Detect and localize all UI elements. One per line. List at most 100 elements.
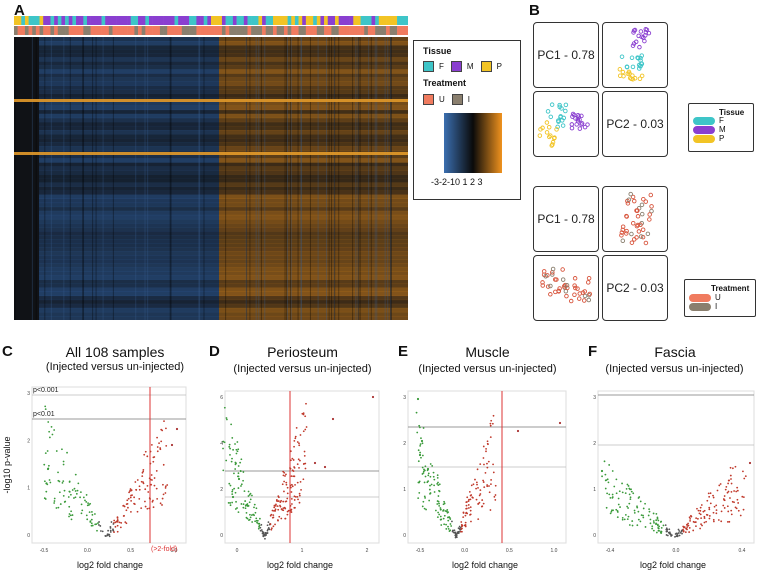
treatment-annotation-cell <box>181 26 186 35</box>
volcano-point <box>617 497 620 500</box>
heatmap-row-high <box>219 166 408 171</box>
heatmap-column-stripe <box>374 37 376 320</box>
treatment-annotation-cell <box>141 26 146 35</box>
volcano-d-title: Periosteum <box>267 344 338 360</box>
tissue-annotation-cell <box>112 16 117 25</box>
volcano-point <box>303 455 306 457</box>
volcano-point <box>416 431 419 434</box>
y-tick-label: 3 <box>593 395 596 401</box>
volcano-point <box>706 514 709 516</box>
volcano-point <box>248 501 251 504</box>
volcano-point <box>472 483 475 486</box>
volcano-point <box>144 450 147 453</box>
heatmap-row-low <box>39 303 219 309</box>
volcano-point <box>231 457 233 460</box>
volcano-point <box>147 491 150 493</box>
volcano-point <box>227 501 230 504</box>
volcano-point <box>242 479 244 482</box>
volcano-point <box>269 523 272 525</box>
pca-point <box>582 293 588 299</box>
volcano-point <box>285 483 288 486</box>
pca-point <box>620 69 626 75</box>
volcano-point <box>48 436 51 439</box>
volcano-point <box>474 478 476 481</box>
volcano-point <box>627 515 630 518</box>
volcano-point <box>629 498 632 501</box>
volcano-point <box>82 496 85 499</box>
volcano-highlight-point <box>426 467 430 471</box>
volcano-point <box>436 474 439 477</box>
treatment-annotation-cell <box>72 26 77 35</box>
tissue-annotation-cell <box>167 16 172 25</box>
volcano-point <box>636 505 638 508</box>
heatmap-row-low <box>39 263 219 268</box>
x-axis-label-f: log2 fold change <box>639 560 707 570</box>
heatmap-row-low <box>39 89 219 94</box>
volcano-point <box>604 479 607 482</box>
volcano-point <box>655 531 658 534</box>
volcano-point <box>159 447 162 449</box>
pc1-label-2: PC1 - 0.78 <box>537 212 595 226</box>
volcano-point <box>85 494 88 496</box>
volcano-point <box>417 449 420 452</box>
volcano-point <box>734 465 737 468</box>
heatmap-column-stripe <box>352 37 354 320</box>
volcano-point <box>621 518 624 521</box>
heatmap-row-low <box>39 178 219 183</box>
volcano-point <box>670 535 673 537</box>
volcano-point <box>613 485 616 488</box>
treatment-annotation-cell <box>262 26 267 35</box>
tissue-annotation-cell <box>79 16 84 25</box>
volcano-point <box>642 514 644 517</box>
volcano-point <box>636 524 639 527</box>
volcano-point <box>296 463 299 466</box>
heatmap-row-low <box>39 267 219 272</box>
volcano-point <box>66 451 68 454</box>
tissue-annotation-cell <box>61 16 66 25</box>
volcano-point <box>700 504 703 506</box>
volcano-point <box>285 473 287 476</box>
heatmap-row-high <box>219 255 408 260</box>
volcano-point <box>90 522 93 525</box>
plot-frame <box>31 386 187 544</box>
volcano-point <box>686 528 688 531</box>
pca-point <box>573 285 578 291</box>
volcano-point <box>134 481 137 483</box>
volcano-point <box>439 507 442 509</box>
volcano-point <box>281 483 284 486</box>
heatmap-row-high <box>219 259 408 264</box>
pca-point <box>643 199 649 204</box>
tissue-legend-item-p: P <box>480 61 502 72</box>
volcano-point <box>160 440 163 443</box>
volcano-point <box>669 532 671 535</box>
tissue-annotation-cell <box>397 16 402 25</box>
volcano-point <box>419 445 422 447</box>
tissue-annotation-cell <box>283 16 288 25</box>
volcano-point <box>77 482 80 485</box>
volcano-point <box>57 471 59 474</box>
volcano-point <box>489 422 492 425</box>
pca-point <box>624 64 630 70</box>
heatmap-column-stripe <box>203 37 205 320</box>
tissue-legend-item-text: F <box>439 62 444 71</box>
volcano-point <box>293 466 296 469</box>
volcano-point <box>292 459 295 461</box>
treatment-annotation-cell <box>65 26 70 35</box>
pca-point <box>550 266 556 272</box>
volcano-point <box>161 504 163 506</box>
volcano-point <box>720 520 723 523</box>
x-tick-label: -0.5 <box>40 548 49 554</box>
volcano-point <box>479 489 482 492</box>
tissue-annotation-cell <box>119 16 124 25</box>
volcano-point <box>164 487 167 489</box>
volcano-point <box>296 495 299 498</box>
treatment-annotation-cell <box>247 26 252 35</box>
volcano-point <box>53 502 56 504</box>
volcano-point <box>290 483 293 486</box>
heatmap-column-stripe <box>249 37 251 320</box>
panel-label-c: C <box>2 343 13 360</box>
pca-point <box>550 272 555 277</box>
volcano-point <box>656 523 659 526</box>
volcano-point <box>68 515 70 518</box>
pca-tissue-legend-item-f: F <box>693 116 726 125</box>
